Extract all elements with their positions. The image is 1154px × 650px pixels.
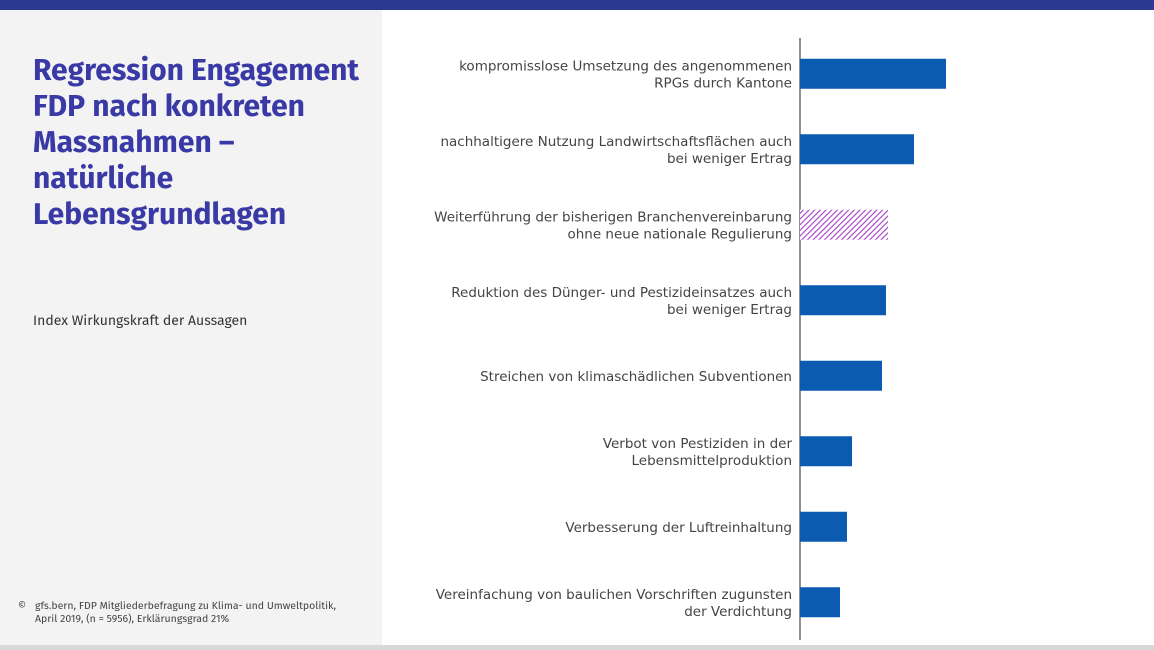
category-label: ohne neue nationale Regulierung <box>567 226 792 242</box>
category-label: Weiterführung der bisherigen Branchenver… <box>434 209 792 225</box>
category-label: RPGs durch Kantone <box>654 75 792 91</box>
category-label: Verbesserung der Luftreinhaltung <box>565 520 792 536</box>
bottom-bar <box>0 645 1154 650</box>
category-label: Verbot von Pestiziden in der <box>603 436 793 452</box>
category-label: bei weniger Ertrag <box>667 302 792 318</box>
category-label: nachhaltigere Nutzung Landwirtschaftsflä… <box>440 134 792 150</box>
category-label: Streichen von klimaschädlichen Subventio… <box>480 369 792 385</box>
source: gfs.bern, FDP Mitgliederbefragung zu Kli… <box>35 599 336 625</box>
bar <box>800 134 914 165</box>
category-label: der Verdichtung <box>684 604 792 620</box>
category-label: bei weniger Ertrag <box>667 151 792 167</box>
bar <box>800 587 840 618</box>
category-label: Lebensmittelproduktion <box>632 453 792 469</box>
side-panel <box>0 10 382 645</box>
category-label: kompromisslose Umsetzung des angenommene… <box>459 58 792 74</box>
bar <box>800 360 882 391</box>
bar <box>800 58 946 89</box>
bar <box>800 436 852 467</box>
bar <box>800 285 886 316</box>
copyright: © <box>18 600 27 612</box>
top-bar <box>0 0 1154 10</box>
chart-title: Regression Engagement FDP nach konkreten… <box>33 52 360 232</box>
category-label: Reduktion des Dünger- und Pestizideinsat… <box>451 285 792 301</box>
category-label: Vereinfachung von baulichen Vorschriften… <box>436 587 792 603</box>
bar <box>800 511 847 542</box>
subtitle: Index Wirkungskraft der Aussagen <box>33 312 248 329</box>
bar <box>800 209 888 240</box>
